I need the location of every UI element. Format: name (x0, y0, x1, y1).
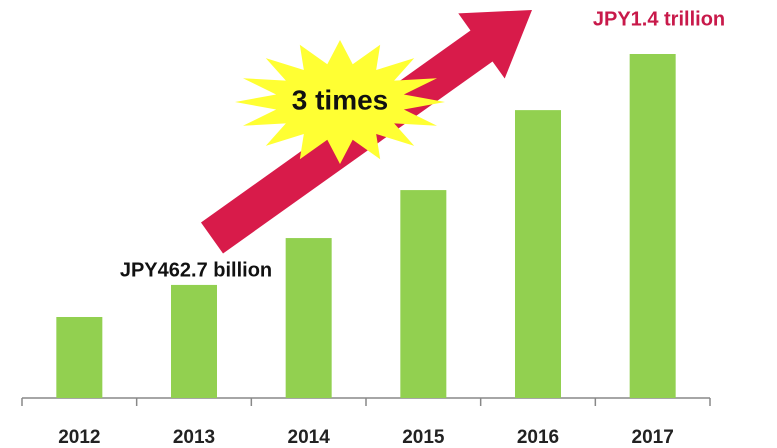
annotation: 3 times (292, 84, 389, 115)
x-tick-label: 2012 (58, 427, 100, 448)
burst (235, 40, 445, 164)
x-tick-label: 2014 (288, 427, 331, 448)
value-label: JPY1.4 trillion (593, 8, 725, 30)
x-tick-label: 2013 (173, 427, 215, 448)
decoration (200, 10, 532, 254)
bar (629, 54, 676, 398)
value-label: JPY462.7 billion (120, 259, 272, 281)
x-tick-label: 2017 (632, 427, 674, 448)
x-tick-label: 2016 (517, 427, 559, 448)
bar (171, 284, 217, 398)
bar (400, 190, 447, 398)
x-tick-label: 2015 (402, 427, 445, 448)
bar (56, 316, 103, 398)
bar (515, 110, 561, 398)
bar (285, 238, 332, 398)
